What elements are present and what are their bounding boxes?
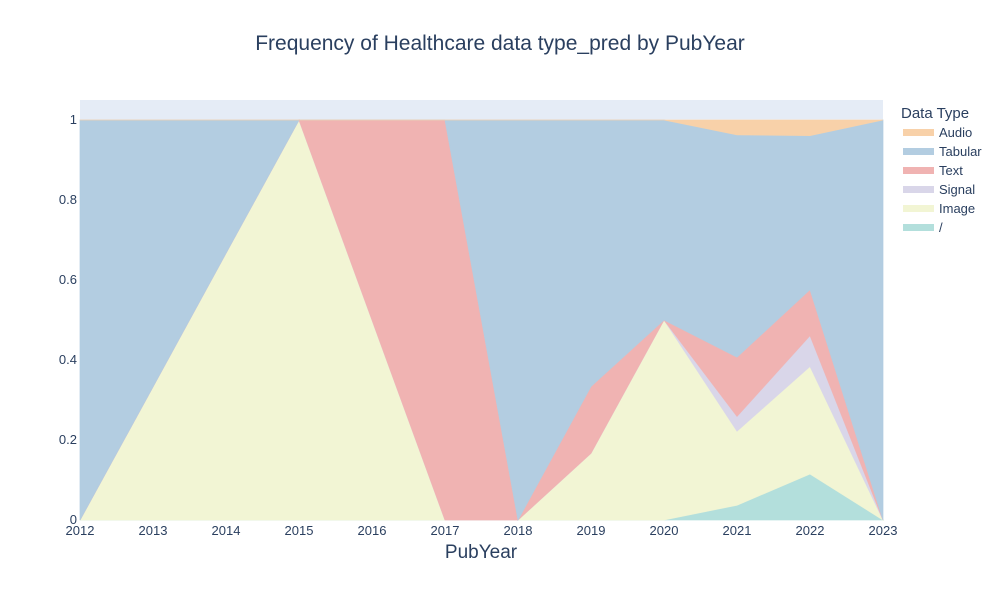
legend-swatch (903, 186, 934, 193)
legend-label: / (939, 220, 943, 235)
x-tick-label: 2018 (504, 523, 533, 538)
x-tick-label: 2013 (139, 523, 168, 538)
x-tick-label: 2015 (285, 523, 314, 538)
x-tick-label: 2023 (869, 523, 898, 538)
legend-swatch (903, 129, 934, 136)
legend-label: Image (939, 201, 975, 216)
legend-swatch (903, 205, 934, 212)
x-tick-label: 2022 (796, 523, 825, 538)
legend-swatch (903, 224, 934, 231)
legend-label: Text (939, 163, 963, 178)
stacked-areas (79, 119, 885, 522)
x-tick-label: 2017 (431, 523, 460, 538)
legend-label: Tabular (939, 144, 982, 159)
legend-label: Audio (939, 125, 972, 140)
legend-item[interactable]: / (903, 220, 943, 235)
y-tick-label: 1 (70, 112, 77, 127)
x-tick-label: 2019 (577, 523, 606, 538)
y-axis-ticks: 0 0.2 0.4 0.6 0.8 1 (59, 112, 77, 527)
legend-item[interactable]: Text (903, 163, 963, 178)
y-tick-label: 0.8 (59, 192, 77, 207)
legend-item[interactable]: Tabular (903, 144, 982, 159)
x-axis-ticks: 2012 2013 2014 2015 2016 2017 2018 2019 2020 2021… (66, 523, 898, 538)
x-tick-label: 2014 (212, 523, 241, 538)
x-tick-label: 2016 (358, 523, 387, 538)
legend-title: Data Type (901, 105, 969, 122)
legend: Data Type Audio Tabular Text Signal Image / (901, 105, 982, 235)
x-axis-title: PubYear (445, 542, 518, 563)
x-tick-label: 2020 (650, 523, 679, 538)
chart-title: Frequency of Healthcare data type_pred b… (255, 32, 745, 55)
x-tick-label: 2012 (66, 523, 95, 538)
legend-item[interactable]: Image (903, 201, 975, 216)
area-audio (80, 119, 884, 137)
y-tick-label: 0.6 (59, 272, 77, 287)
y-tick-label: 0.2 (59, 432, 77, 447)
y-tick-label: 0.4 (59, 352, 77, 367)
legend-item[interactable]: Audio (903, 125, 972, 140)
legend-swatch (903, 167, 934, 174)
legend-swatch (903, 148, 934, 155)
legend-label: Signal (939, 182, 975, 197)
y-tick-label: 0 (70, 512, 77, 527)
x-tick-label: 2021 (723, 523, 752, 538)
legend-item[interactable]: Signal (903, 182, 975, 197)
